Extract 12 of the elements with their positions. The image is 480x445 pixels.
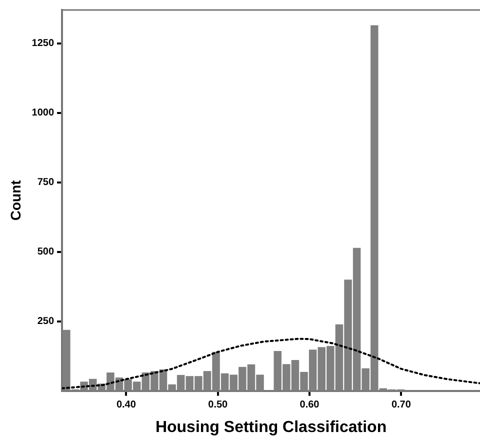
y-tick-label: 1250	[32, 38, 54, 50]
x-tick-label: 0.60	[300, 400, 320, 411]
x-tick-label: 0.40	[116, 400, 136, 411]
x-tick-label: 0.70	[391, 400, 412, 411]
y-tick-label: 250	[37, 316, 54, 328]
line-series	[62, 338, 480, 390]
y-tick-label: 500	[37, 246, 54, 258]
x-axis-title: Housing Setting Classification	[155, 418, 387, 436]
y-axis-title: Count	[7, 180, 24, 221]
y-tick-label: 750	[37, 177, 54, 188]
y-tick-label: 1000	[32, 108, 54, 119]
x-tick-label: 0.50	[208, 400, 228, 411]
